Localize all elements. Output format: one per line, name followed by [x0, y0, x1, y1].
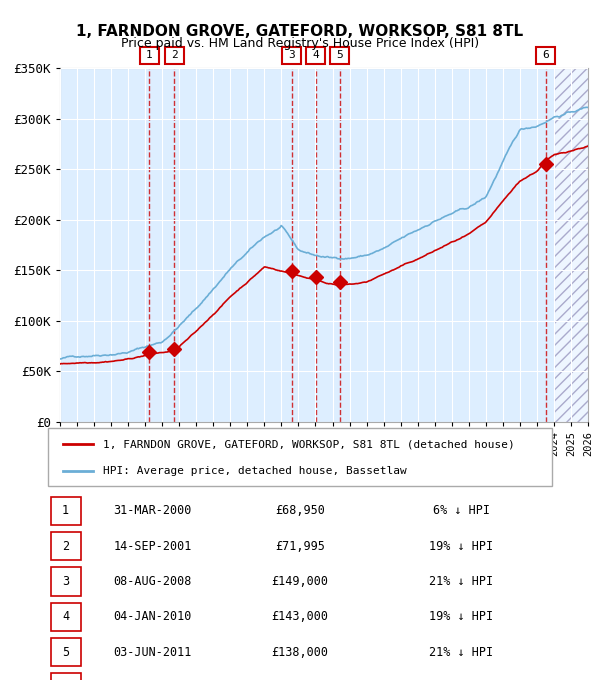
FancyBboxPatch shape: [282, 46, 301, 64]
Text: 31-MAR-2000: 31-MAR-2000: [113, 504, 192, 517]
Text: 04-JAN-2010: 04-JAN-2010: [113, 610, 192, 624]
FancyBboxPatch shape: [50, 638, 81, 666]
FancyBboxPatch shape: [50, 602, 81, 631]
FancyBboxPatch shape: [50, 567, 81, 596]
Text: Price paid vs. HM Land Registry's House Price Index (HPI): Price paid vs. HM Land Registry's House …: [121, 37, 479, 50]
Bar: [554, 68, 588, 422]
Text: 4: 4: [62, 610, 69, 624]
Text: £71,995: £71,995: [275, 539, 325, 553]
Text: 1, FARNDON GROVE, GATEFORD, WORKSOP, S81 8TL (detached house): 1, FARNDON GROVE, GATEFORD, WORKSOP, S81…: [103, 439, 515, 449]
Text: 6% ↓ HPI: 6% ↓ HPI: [433, 504, 490, 517]
Text: £138,000: £138,000: [271, 645, 329, 659]
Text: 5: 5: [336, 50, 343, 60]
Text: 21% ↓ HPI: 21% ↓ HPI: [429, 575, 493, 588]
Text: 5: 5: [62, 645, 69, 659]
Text: 21% ↓ HPI: 21% ↓ HPI: [429, 645, 493, 659]
Text: 6: 6: [542, 50, 549, 60]
Text: 1: 1: [146, 50, 153, 60]
Text: £68,950: £68,950: [275, 504, 325, 517]
Text: £143,000: £143,000: [271, 610, 329, 624]
FancyBboxPatch shape: [536, 46, 556, 64]
FancyBboxPatch shape: [50, 496, 81, 525]
Text: HPI: Average price, detached house, Bassetlaw: HPI: Average price, detached house, Bass…: [103, 466, 407, 475]
FancyBboxPatch shape: [48, 428, 552, 486]
FancyBboxPatch shape: [140, 46, 159, 64]
Text: 1: 1: [62, 504, 69, 517]
Text: 3: 3: [288, 50, 295, 60]
Text: 19% ↓ HPI: 19% ↓ HPI: [429, 539, 493, 553]
Text: 3: 3: [62, 575, 69, 588]
FancyBboxPatch shape: [330, 46, 349, 64]
FancyBboxPatch shape: [164, 46, 184, 64]
Text: £149,000: £149,000: [271, 575, 329, 588]
Bar: [60, 68, 554, 422]
Text: 19% ↓ HPI: 19% ↓ HPI: [429, 610, 493, 624]
Text: 2: 2: [62, 539, 69, 553]
Bar: [554, 68, 588, 422]
FancyBboxPatch shape: [50, 673, 81, 680]
Text: 14-SEP-2001: 14-SEP-2001: [113, 539, 192, 553]
Text: 4: 4: [312, 50, 319, 60]
FancyBboxPatch shape: [50, 532, 81, 560]
Text: 1, FARNDON GROVE, GATEFORD, WORKSOP, S81 8TL: 1, FARNDON GROVE, GATEFORD, WORKSOP, S81…: [76, 24, 524, 39]
Text: 2: 2: [171, 50, 178, 60]
Text: 08-AUG-2008: 08-AUG-2008: [113, 575, 192, 588]
FancyBboxPatch shape: [306, 46, 325, 64]
Text: 03-JUN-2011: 03-JUN-2011: [113, 645, 192, 659]
